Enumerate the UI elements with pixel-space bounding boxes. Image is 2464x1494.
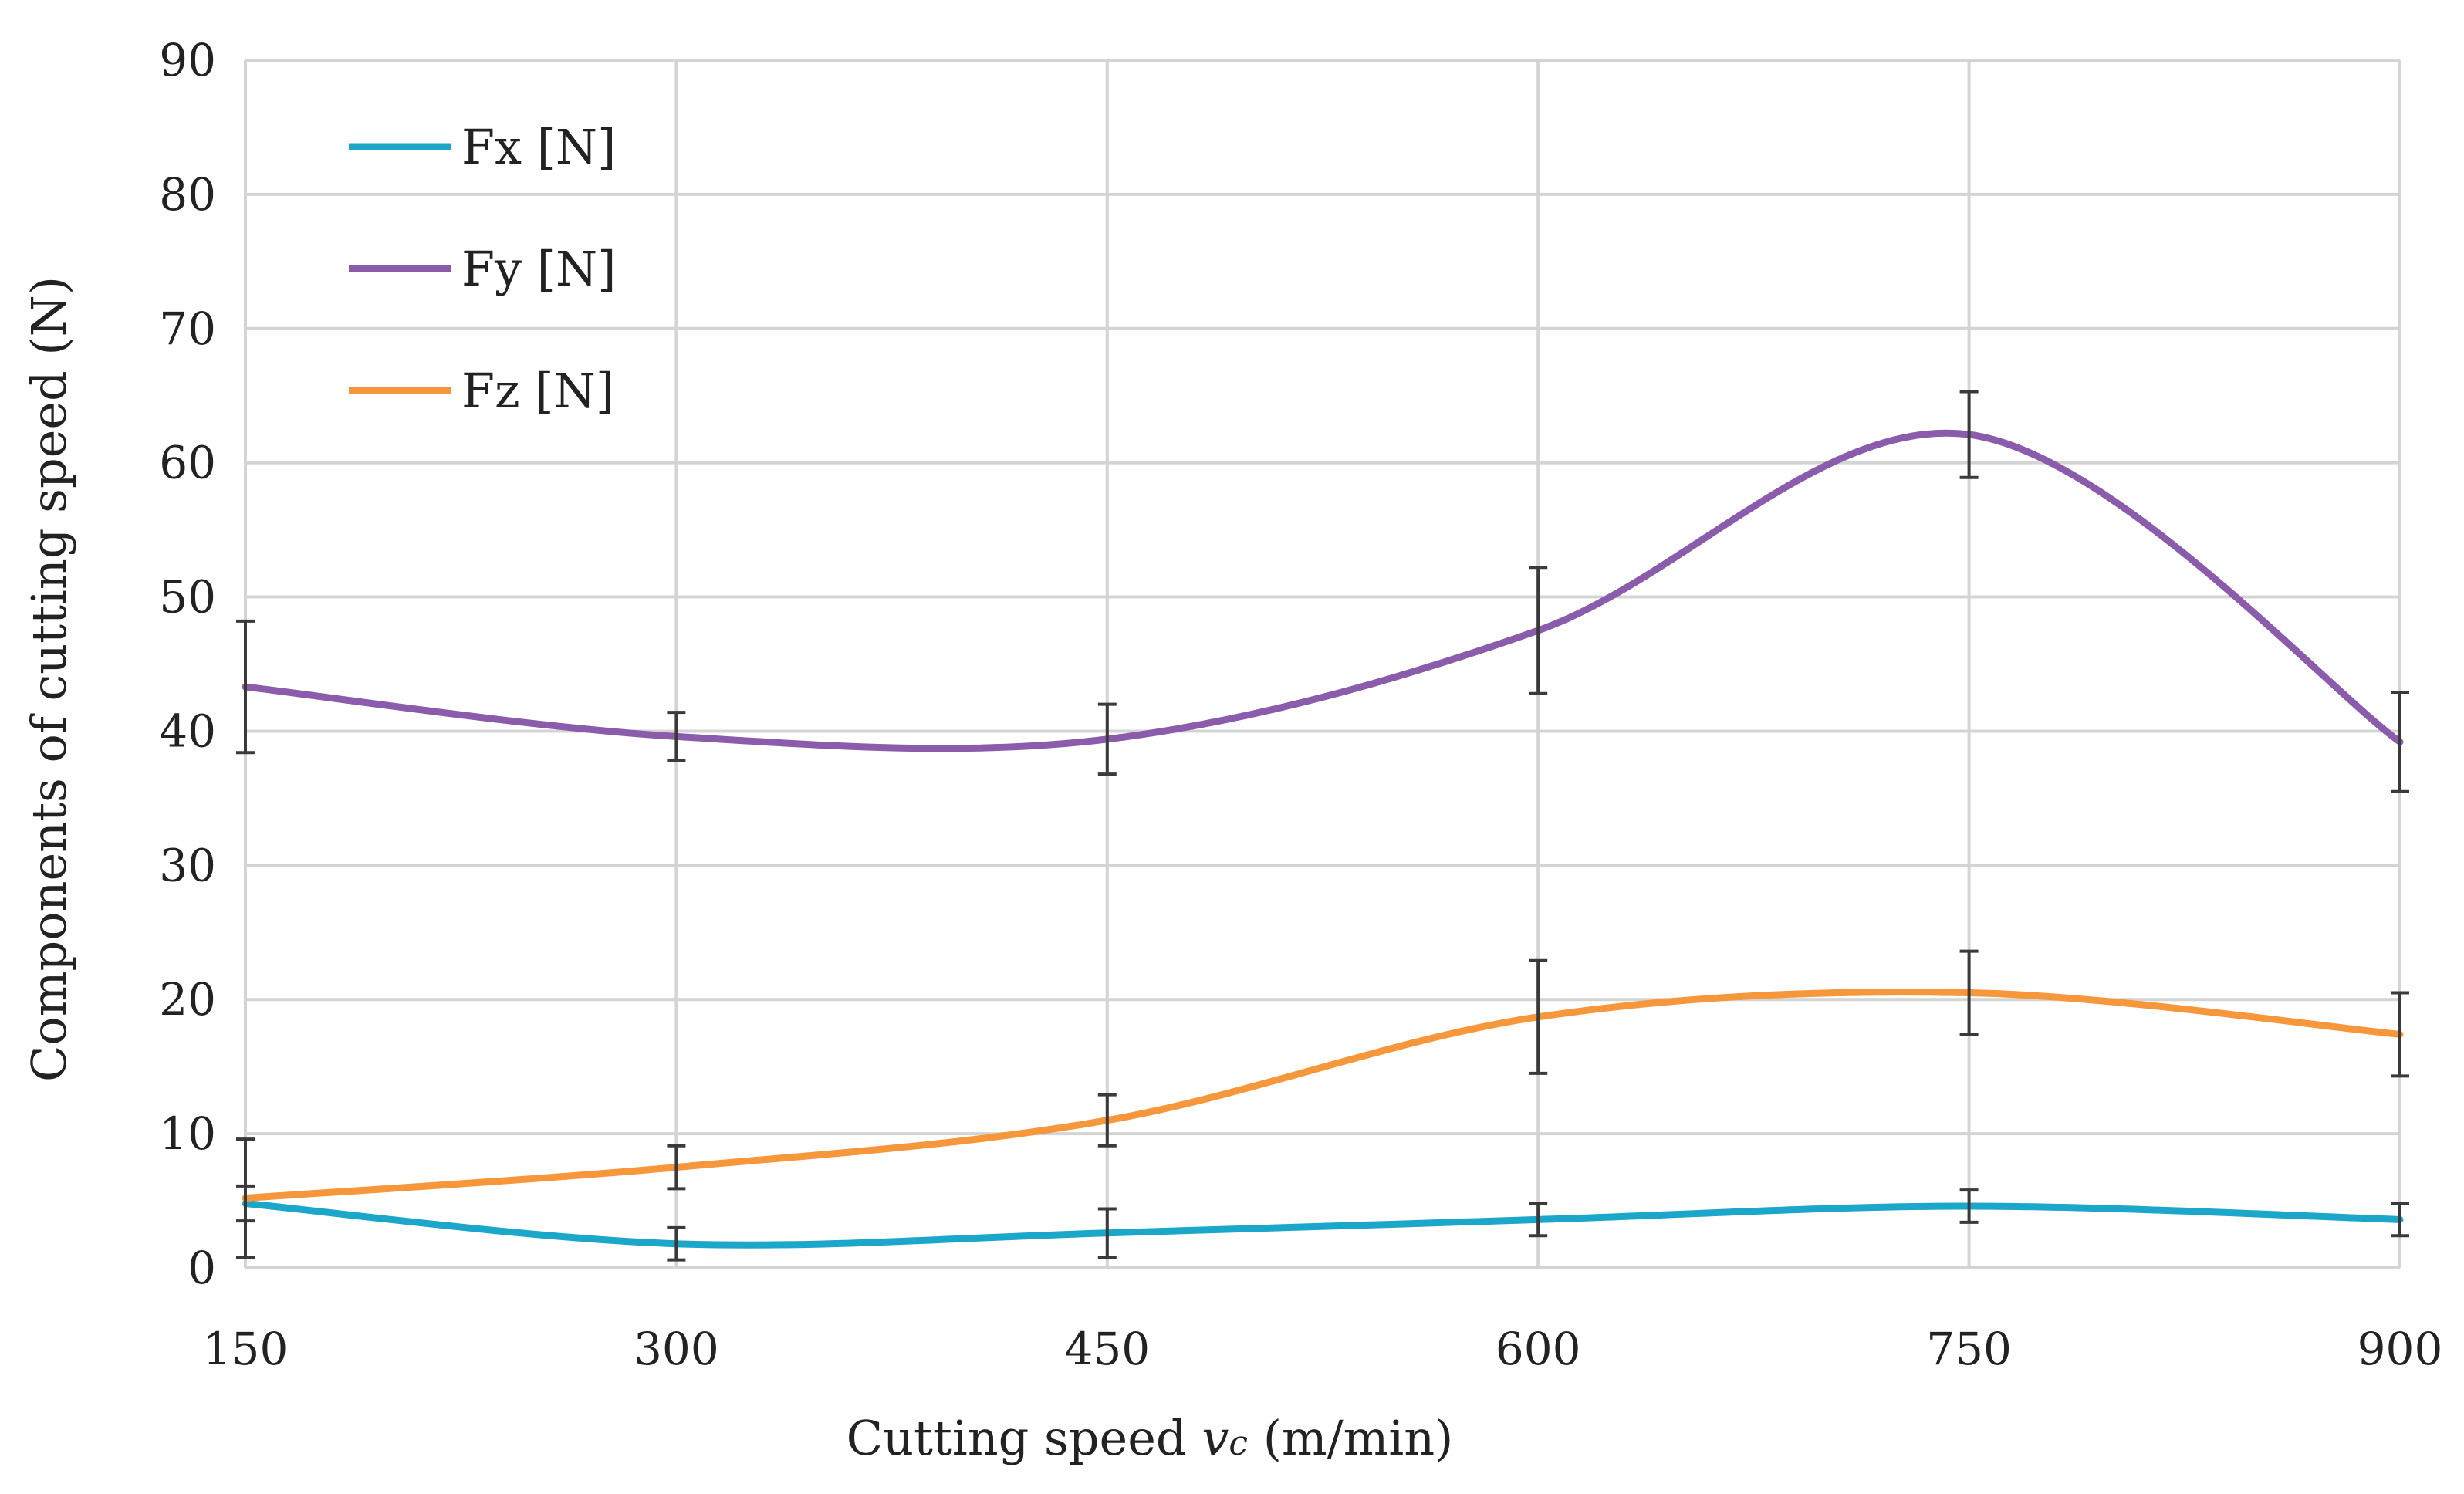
x-tick-label: 300 xyxy=(634,1323,719,1375)
x-axis: 150 300 450 600 750 900 xyxy=(203,1323,2443,1375)
series-line-2 xyxy=(242,989,2404,1202)
error-bar xyxy=(2391,691,2409,793)
error-bar xyxy=(667,1144,686,1191)
y-tick-label: 90 xyxy=(159,34,216,86)
y-tick-label: 80 xyxy=(159,168,216,221)
error-bar xyxy=(1959,390,1979,479)
series-line-1 xyxy=(242,429,2404,752)
error-bar xyxy=(236,619,255,755)
x-tick-label: 600 xyxy=(1496,1323,1581,1375)
error-bar xyxy=(1097,1093,1117,1148)
x-axis-title-symbol: v xyxy=(1202,1410,1229,1466)
error-bar xyxy=(236,1137,255,1259)
error-bar xyxy=(1529,566,1548,695)
y-tick-label: 10 xyxy=(159,1107,216,1160)
error-bar xyxy=(1529,1202,1548,1238)
y-axis-title: Components of cutting speed (N) xyxy=(21,276,77,1082)
x-tick-label: 900 xyxy=(2358,1323,2443,1375)
y-tick-label: 30 xyxy=(159,839,216,891)
y-tick-label: 20 xyxy=(159,973,216,1026)
error-bar xyxy=(1097,702,1117,776)
y-axis: 0 10 20 30 40 50 60 70 80 90 xyxy=(159,34,216,1294)
legend-label: Fx [N] xyxy=(461,119,616,175)
y-tick-label: 50 xyxy=(159,571,216,624)
series-group xyxy=(242,429,2404,1249)
error-bar xyxy=(667,711,686,762)
y-tick-label: 60 xyxy=(159,437,216,489)
error-bar xyxy=(2391,1202,2409,1238)
error-bars xyxy=(236,390,2409,1262)
error-bar xyxy=(1097,1207,1117,1259)
x-tick-label: 150 xyxy=(203,1323,289,1375)
legend-label: Fy [N] xyxy=(461,241,616,297)
y-tick-label: 40 xyxy=(159,705,216,757)
x-axis-title-subscript: c xyxy=(1229,1424,1248,1463)
series-line-0 xyxy=(242,1200,2404,1249)
x-tick-label: 750 xyxy=(1926,1323,2012,1375)
error-bar xyxy=(1959,949,1979,1036)
legend-item: Fy [N] xyxy=(349,241,616,297)
error-bar xyxy=(1959,1188,1979,1224)
legend-item: Fx [N] xyxy=(349,119,616,175)
legend-item: Fz [N] xyxy=(349,363,614,419)
x-tick-label: 450 xyxy=(1064,1323,1150,1375)
y-tick-label: 0 xyxy=(188,1242,216,1294)
error-bar xyxy=(1529,958,1548,1075)
error-bar xyxy=(667,1225,686,1262)
error-bar xyxy=(2391,991,2409,1078)
legend-label: Fz [N] xyxy=(461,363,614,419)
x-axis-title-prefix: Cutting speed xyxy=(847,1410,1202,1466)
x-axis-title: Cutting speed vc (m/min) xyxy=(847,1410,1454,1466)
y-tick-label: 70 xyxy=(159,303,216,355)
x-axis-title-suffix: (m/min) xyxy=(1248,1410,1453,1466)
legend: Fx [N] Fy [N] Fz [N] xyxy=(349,119,616,419)
